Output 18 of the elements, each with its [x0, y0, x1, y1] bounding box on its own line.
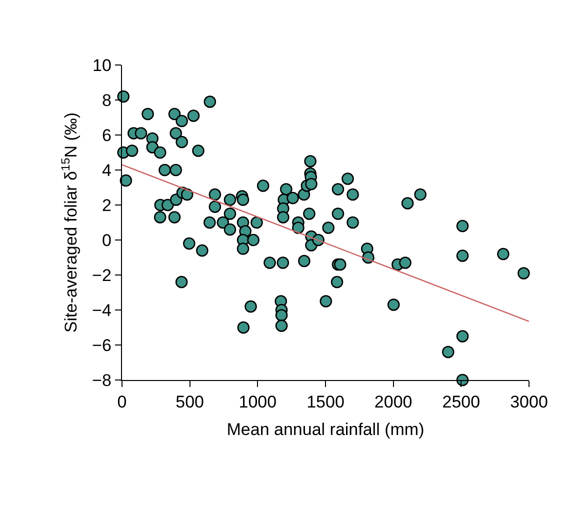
x-tick-label: 500 [176, 392, 204, 412]
y-tick-label: −8 [92, 370, 112, 390]
y-tick-label: 10 [92, 56, 112, 75]
x-tick-label: 3000 [510, 392, 548, 412]
x-tick-label: 0 [117, 392, 127, 412]
y-tick-label: 0 [102, 230, 112, 250]
y-tick-label: 8 [102, 90, 112, 110]
x-tick-label: 2500 [442, 392, 480, 412]
x-tick-label: 1000 [238, 392, 277, 412]
y-tick-label: −6 [92, 336, 112, 355]
x-tick-label: 2000 [374, 392, 412, 412]
y-tick-label: −2 [92, 266, 112, 285]
y-tick-label: 2 [102, 196, 112, 215]
y-tick-label: 6 [102, 126, 112, 145]
x-axis-title: Mean annual rainfall (mm) [226, 420, 424, 439]
y-tick-label: 4 [102, 160, 112, 180]
x-tick-label: 1500 [306, 392, 344, 412]
y-tick-label: −4 [92, 300, 112, 320]
